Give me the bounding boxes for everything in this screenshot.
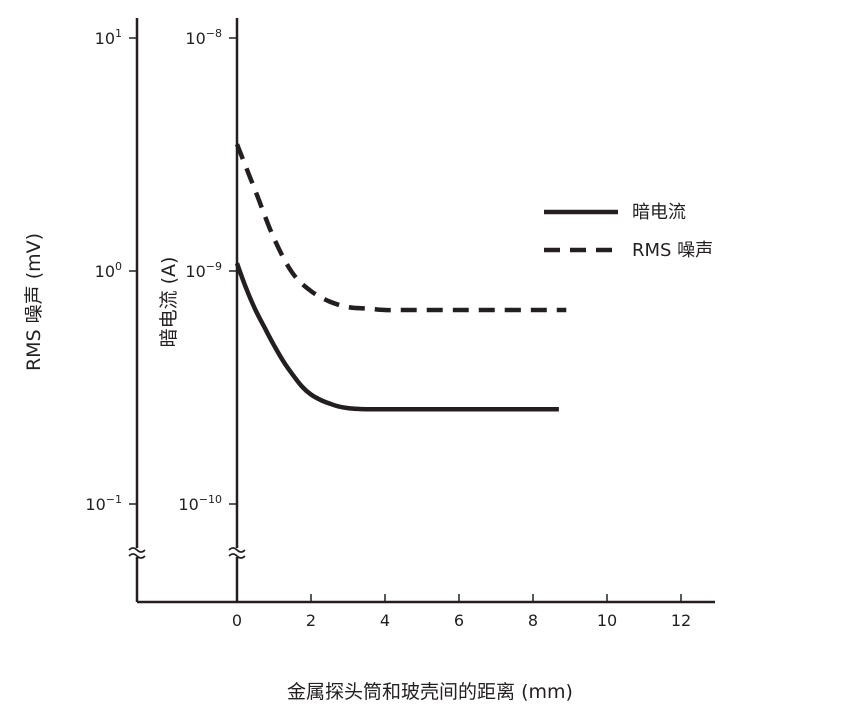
y-tick-label: 10−8 (185, 27, 222, 48)
y-tick-label: 10−10 (178, 493, 222, 514)
right-axis-break-mark (228, 547, 246, 559)
right-axis-title: 暗电流 (A) (158, 257, 180, 348)
x-tick-label: 12 (671, 611, 691, 630)
axes (128, 18, 715, 604)
x-tick-label: 4 (380, 611, 390, 630)
x-tick-label: 10 (597, 611, 617, 630)
legend-label-rms-noise: RMS 噪声 (632, 240, 713, 261)
left-axis-break-mark (128, 547, 146, 559)
x-tick-label: 6 (454, 611, 464, 630)
y-tick-label: 101 (95, 27, 122, 48)
y-tick-label: 10−1 (85, 493, 122, 514)
y-right-ticks: 10−8 10−9 10−10 (178, 27, 237, 514)
y-tick-label: 10−9 (185, 260, 222, 281)
series-line-rms-noise (234, 143, 567, 313)
x-tick-label: 0 (232, 611, 242, 630)
x-tick-label: 8 (528, 611, 538, 630)
legend-label-dark-current: 暗电流 (632, 202, 686, 223)
series-line-dark-current (234, 262, 559, 412)
x-axis-title: 金属探头筒和玻壳间的距离 (mm) (287, 681, 573, 703)
x-ticks: 0 2 4 6 8 10 12 (232, 594, 691, 630)
left-axis-title: RMS 噪声 (mV) (23, 233, 45, 371)
series-layer (234, 143, 567, 412)
y-tick-label: 100 (95, 260, 122, 281)
y-left-ticks: 101 100 10−1 (85, 27, 137, 514)
x-tick-label: 2 (306, 611, 316, 630)
legend: 暗电流 RMS 噪声 (544, 202, 713, 261)
